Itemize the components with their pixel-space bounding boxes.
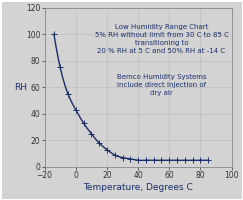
Text: Low Humidity Range Chart
5% RH without limit from 30 C to 85 C
transitioning to
: Low Humidity Range Chart 5% RH without l… — [95, 24, 228, 54]
X-axis label: Temperature, Degrees C: Temperature, Degrees C — [83, 183, 193, 192]
Y-axis label: RH: RH — [14, 83, 27, 92]
Text: Bemco Humidity Systems
include direct Injection of
dry air: Bemco Humidity Systems include direct In… — [117, 74, 206, 96]
